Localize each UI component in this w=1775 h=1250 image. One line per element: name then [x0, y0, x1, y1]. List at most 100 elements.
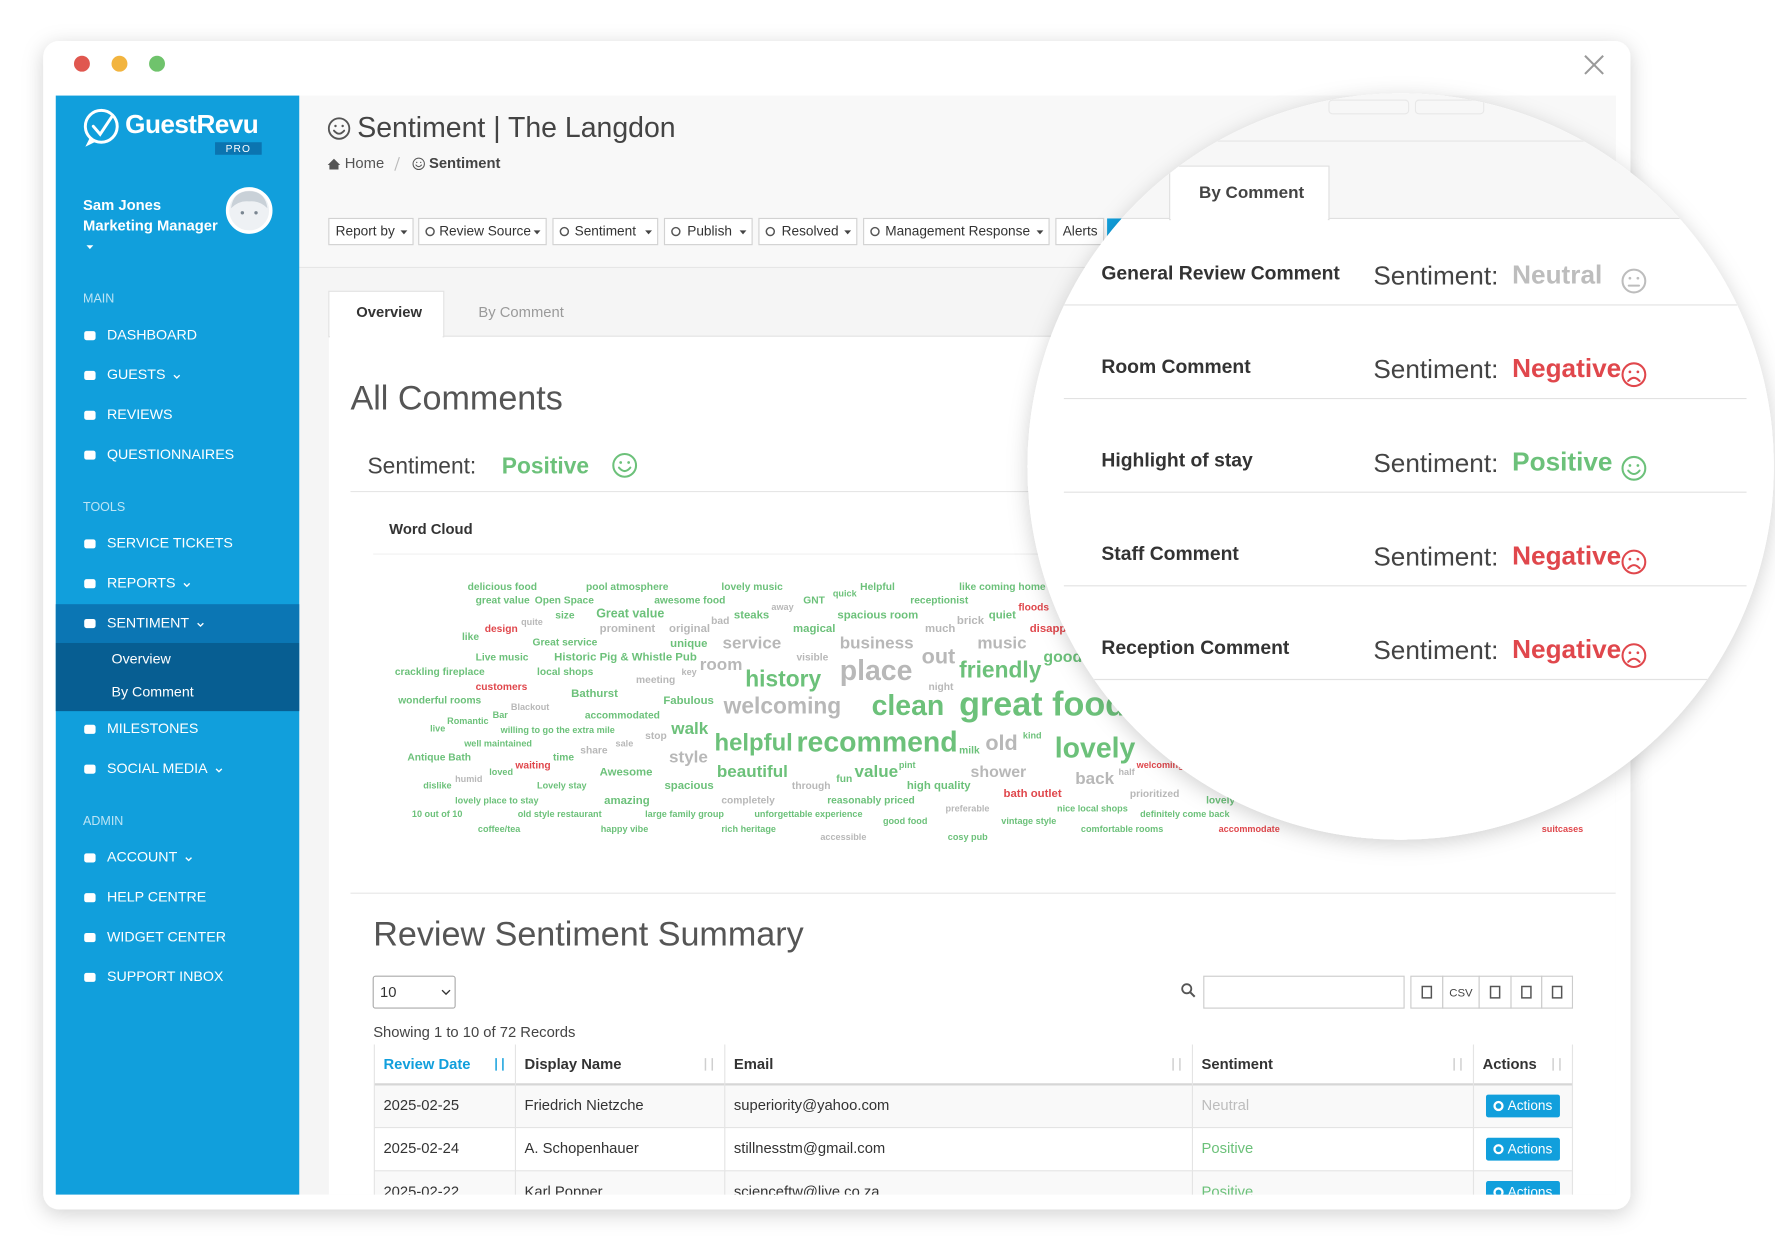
filter-button[interactable]: Publish — [663, 217, 753, 246]
face-mouth — [617, 466, 632, 473]
avatar-eye — [240, 211, 245, 215]
sentiment-icon — [1621, 268, 1647, 294]
export-button-box — [1410, 975, 1444, 1009]
user-name: Sam Jones — [83, 198, 161, 214]
word: back — [1075, 769, 1114, 788]
word: magical — [793, 623, 835, 635]
menu-item[interactable]: SUPPORT INBOX — [107, 969, 224, 985]
word: vintage style — [1001, 816, 1056, 826]
column-header[interactable]: Review Date — [383, 1057, 470, 1073]
menu-item[interactable]: MILESTONES — [107, 721, 198, 737]
filter-icon — [559, 226, 570, 237]
tab[interactable]: By Comment — [478, 305, 563, 321]
export-button[interactable] — [1478, 975, 1512, 1009]
sidebar-section-title: MAIN — [83, 292, 114, 306]
gear-icon — [1493, 1144, 1504, 1155]
table: Review Date Display Name Email Sentiment Act… — [373, 1044, 1574, 1204]
filter-button[interactable]: Alerts — [1055, 217, 1105, 246]
page-length-select[interactable]: 10 — [372, 975, 456, 1009]
face-eye — [627, 461, 631, 464]
table-cell: 2025-02-22 — [383, 1184, 459, 1200]
export-button[interactable]: CSV — [1442, 975, 1480, 1009]
actions-button[interactable]: Actions — [1485, 1181, 1560, 1204]
word: away — [771, 602, 794, 612]
word: friendly — [959, 656, 1042, 682]
filter-button[interactable]: Report by — [328, 217, 414, 246]
face-eye — [619, 461, 623, 464]
sort-icon — [1552, 1058, 1561, 1071]
filter-button[interactable]: Review Source — [418, 217, 547, 246]
sentiment-icon — [1621, 455, 1647, 481]
caret — [1036, 230, 1044, 235]
word: pint — [899, 760, 916, 770]
menu-item[interactable]: HELP CENTRE — [107, 889, 206, 905]
word: design — [485, 624, 518, 635]
close-button[interactable] — [1584, 55, 1604, 75]
caret — [645, 230, 652, 235]
menu-item[interactable]: REVIEWS — [107, 407, 173, 423]
word: spacious — [664, 780, 713, 792]
breadcrumb-link[interactable]: Home — [345, 156, 384, 172]
sentiment-value: Neutral — [1512, 259, 1602, 289]
tab[interactable]: Overview — [356, 305, 422, 321]
sentiment-icon — [1621, 643, 1647, 669]
actions-label: Actions — [1508, 1141, 1553, 1156]
sort-icon — [1172, 1058, 1181, 1071]
sentiment-value: Negative — [1512, 634, 1621, 664]
column-header[interactable]: Display Name — [525, 1057, 622, 1073]
menu-item[interactable]: DASHBOARD — [107, 327, 197, 343]
submenu-item[interactable]: Overview — [112, 652, 172, 668]
submenu-item[interactable]: By Comment — [112, 685, 194, 701]
word: unforgettable experience — [754, 809, 862, 819]
export-button[interactable] — [1541, 975, 1574, 1009]
filter-button[interactable]: Sentiment — [552, 217, 659, 246]
chevron — [215, 768, 223, 773]
filter-button[interactable]: Management Response — [863, 217, 1050, 246]
menu-item[interactable]: SOCIAL MEDIA — [107, 761, 208, 777]
word-cloud: delicious food pool atmosphere lovely musi… — [395, 582, 1583, 842]
menu-item[interactable]: GUESTS — [107, 367, 165, 383]
column-header[interactable]: Email — [734, 1057, 773, 1073]
search-input[interactable] — [1203, 975, 1405, 1009]
menu-item[interactable]: SENTIMENT — [107, 615, 189, 631]
sentiment-label: Sentiment: — [368, 453, 477, 479]
word: good — [1043, 649, 1082, 666]
table-cell: Karl Popper — [525, 1184, 603, 1200]
word: brick — [957, 615, 985, 627]
word: Open Space — [535, 595, 594, 606]
menu-item[interactable]: REPORTS — [107, 575, 175, 591]
caret — [739, 230, 747, 235]
word: quite — [521, 617, 543, 627]
badge-text: PRO — [226, 144, 252, 155]
word: old — [985, 730, 1017, 755]
table-cell: 2025-02-25 — [383, 1098, 459, 1114]
filter-button[interactable]: Resolved — [758, 217, 858, 246]
actions-button[interactable]: Actions — [1485, 1094, 1560, 1118]
logo-tail — [85, 137, 97, 147]
menu-item[interactable]: ACCOUNT — [107, 850, 178, 866]
menu-item[interactable]: SERVICE TICKETS — [107, 536, 233, 552]
word: coffee/tea — [478, 824, 521, 834]
chevron — [197, 622, 204, 628]
table-header-background — [374, 1044, 1573, 1085]
window-dot — [149, 55, 165, 72]
word: recommend — [796, 727, 957, 759]
menu-item[interactable]: QUESTIONNAIRES — [107, 447, 234, 463]
export-button[interactable] — [1410, 975, 1444, 1009]
word: waiting — [514, 760, 550, 771]
column-header[interactable]: Sentiment — [1202, 1057, 1274, 1073]
sidebar-section-title: TOOLS — [83, 500, 125, 514]
face-eye — [1628, 651, 1632, 655]
column-header[interactable]: Actions — [1483, 1057, 1537, 1073]
menu-icon — [84, 331, 96, 341]
sentiment-icon — [327, 117, 351, 140]
menu-item[interactable]: WIDGET CENTER — [107, 929, 226, 945]
actions-button[interactable]: Actions — [1485, 1137, 1560, 1161]
export-button[interactable] — [1510, 975, 1543, 1009]
word: old style restaurant — [518, 809, 602, 819]
menu-icon — [84, 893, 96, 903]
face-eye — [420, 161, 422, 164]
sidebar-section-title: ADMIN — [83, 814, 123, 828]
sentiment-label: Sentiment: — [1373, 261, 1498, 291]
